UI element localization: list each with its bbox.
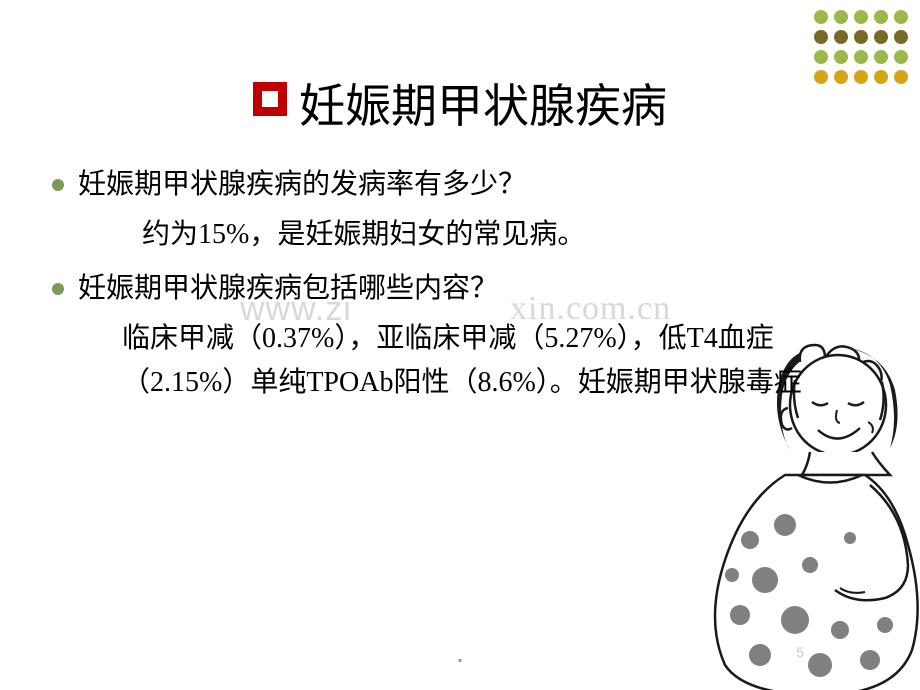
bullet-answer-1: 约为15%，是妊娠期妇女的常见病。 [142,213,822,257]
slide-title: 妊娠期甲状腺疾病 [299,81,667,132]
decoration-dot [874,10,888,24]
decoration-dot [814,10,828,24]
bullet-question-1: 妊娠期甲状腺疾病的发病率有多少？ [78,165,526,205]
bullet-item: 妊娠期甲状腺疾病包括哪些内容？ [52,269,852,309]
slide-title-area: 妊娠期甲状腺疾病 [0,70,920,136]
title-square-bullet [253,82,287,116]
dot-row [814,50,908,64]
decoration-dot [854,10,868,24]
decoration-dot [894,50,908,64]
bullet-answer-2: 临床甲减（0.37%），亚临床甲减（5.27%），低T4血症（2.15%）单纯T… [122,317,802,405]
decoration-dot [834,30,848,44]
round-bullet-icon [52,179,64,191]
bullet-item: 妊娠期甲状腺疾病的发病率有多少？ [52,165,852,205]
round-bullet-icon [52,283,64,295]
bullet-question-2: 妊娠期甲状腺疾病包括哪些内容？ [78,269,498,309]
decoration-dot [814,50,828,64]
decoration-dot [834,50,848,64]
decoration-dot [834,10,848,24]
decoration-dot [814,30,828,44]
decoration-dot [854,30,868,44]
decoration-dot [854,50,868,64]
page-number: 5 [796,644,804,660]
slide-content: 妊娠期甲状腺疾病的发病率有多少？ 约为15%，是妊娠期妇女的常见病。 妊娠期甲状… [52,165,852,417]
dot-row [814,30,908,44]
decoration-dot [894,30,908,44]
decoration-dot [874,50,888,64]
footer-center-dot [459,659,462,662]
dot-row [814,10,908,24]
decoration-dot [894,10,908,24]
decoration-dot [874,30,888,44]
